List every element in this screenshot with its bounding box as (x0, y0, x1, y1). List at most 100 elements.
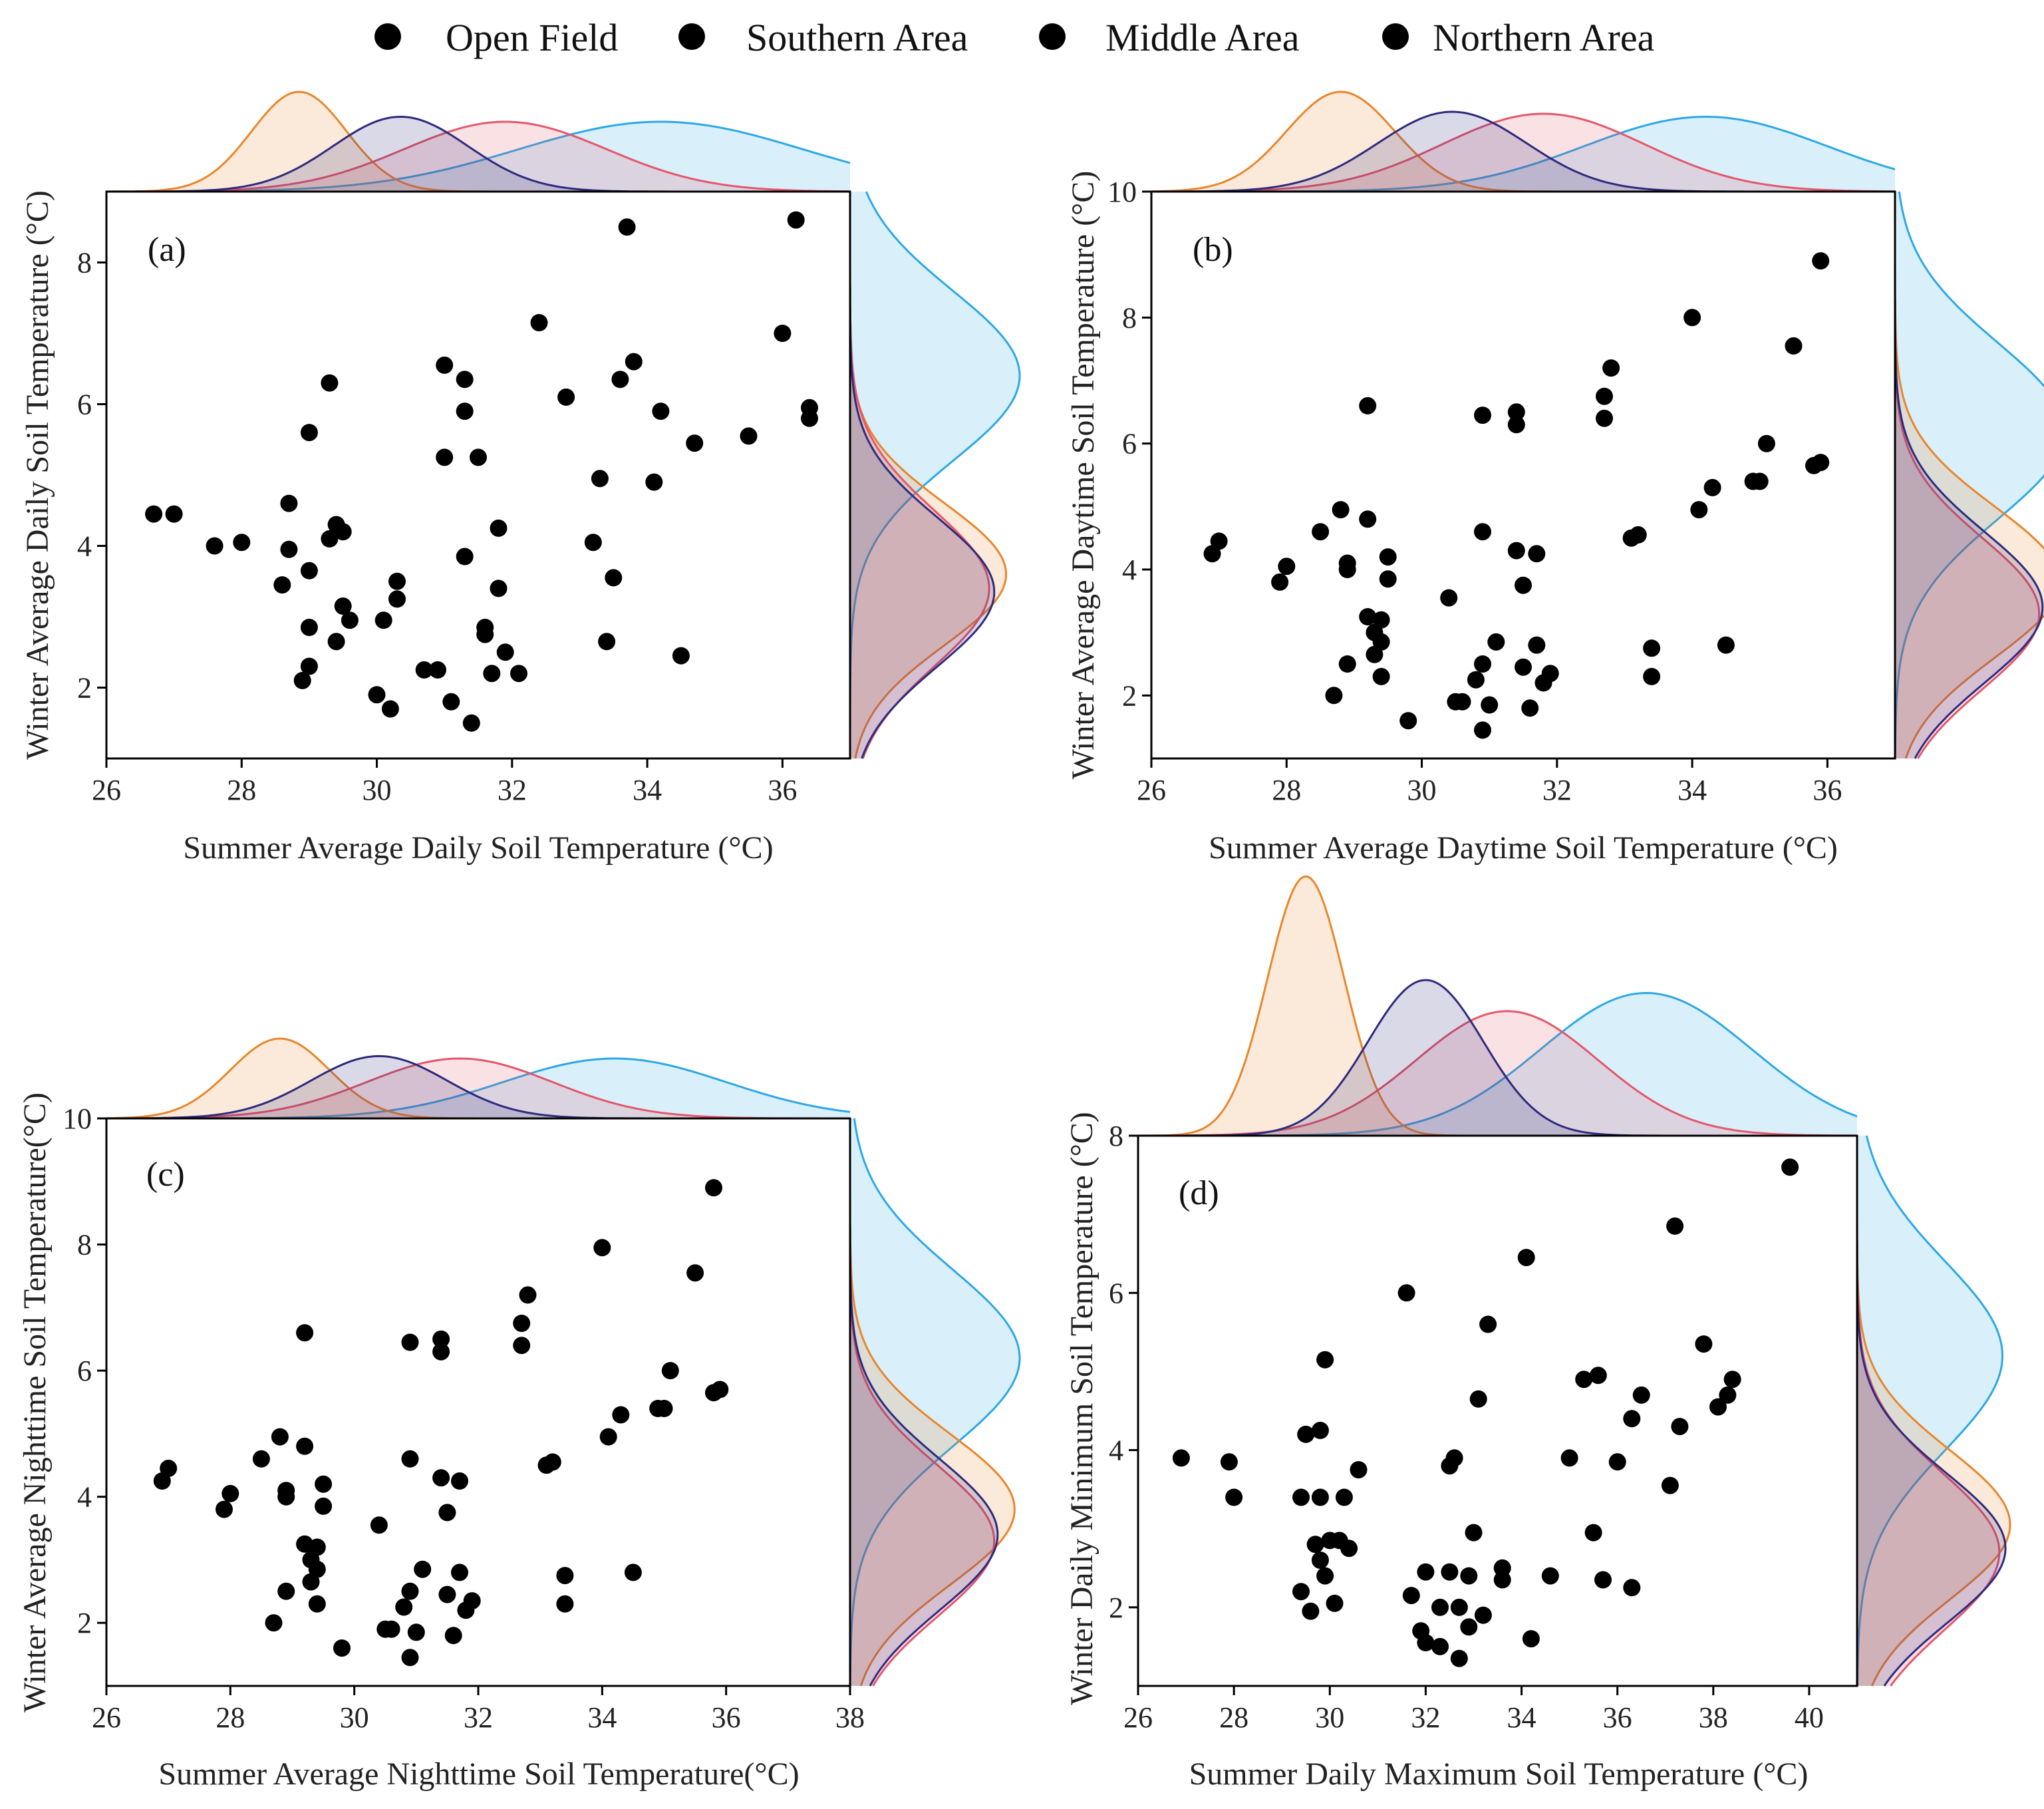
point-northern-area (438, 1585, 456, 1603)
point-southern-area (1332, 501, 1350, 519)
y-tick-label: 6 (77, 389, 92, 421)
kde-right-d (1856, 1135, 2011, 1687)
kde-right-fill-middle-area (850, 192, 990, 758)
point-northern-area (432, 1343, 450, 1361)
point-northern-area (1465, 1524, 1483, 1542)
kde-top-fill-middle-area (106, 1059, 850, 1118)
point-open-field (612, 1406, 630, 1424)
kde-right-fill-open-field (850, 1118, 1020, 1686)
kde-right-c (849, 1118, 1021, 1687)
point-southern-area (1172, 1449, 1190, 1467)
point-northern-area (456, 548, 474, 566)
point-open-field (593, 1239, 611, 1257)
legend-marker-open-field (374, 23, 401, 50)
legend-marker-northern-area (1382, 23, 1409, 50)
point-middle-area (1622, 529, 1640, 547)
point-southern-area (1220, 1453, 1238, 1471)
point-middle-area (1460, 1567, 1478, 1585)
kde-top-fill-middle-area (106, 122, 850, 192)
y-tick-label: 2 (77, 1607, 92, 1639)
point-southern-area (1326, 1594, 1344, 1612)
kde-top-fill-open-field (1151, 116, 1895, 192)
point-middle-area (1560, 1449, 1578, 1467)
point-southern-area (153, 1472, 171, 1490)
point-middle-area (401, 1649, 419, 1667)
point-middle-area (1528, 545, 1546, 563)
point-open-field (1723, 1371, 1741, 1389)
points-c (153, 1179, 729, 1667)
ticks-a: 26 28 30 32 34 36 2 4 6 8 (77, 247, 797, 807)
y-tick-label: 10 (1107, 176, 1137, 208)
legend-marker-middle-area (1039, 23, 1066, 50)
kde-top-fill-northern-area (106, 116, 850, 192)
point-open-field (1757, 434, 1775, 452)
plot-frame-b (1150, 190, 1896, 760)
legend: Open Field Southern Area Middle Area Nor… (374, 16, 1654, 59)
x-tick-label: 36 (1603, 1701, 1632, 1734)
point-open-field (1785, 337, 1803, 355)
x-tick-label: 34 (1678, 774, 1707, 806)
point-middle-area (1338, 554, 1356, 572)
point-northern-area (429, 661, 446, 679)
x-tick-label: 28 (1272, 774, 1301, 806)
ticks-b: 26 28 30 32 34 36 2 4 6 8 10 (1107, 176, 1842, 806)
legend-item-southern-area: Southern Area (678, 16, 968, 59)
y-tick-label: 2 (77, 672, 92, 705)
point-open-field (401, 1333, 419, 1351)
point-northern-area (1440, 589, 1458, 607)
point-northern-area (1350, 1461, 1368, 1479)
x-tick-label: 40 (1795, 1701, 1824, 1734)
point-open-field (1719, 1386, 1737, 1404)
point-southern-area (271, 1428, 289, 1446)
point-southern-area (308, 1595, 326, 1613)
point-northern-area (1417, 1563, 1435, 1581)
kde-right-fill-open-field (1857, 1136, 2003, 1686)
panel-label-c: (c) (146, 1156, 185, 1194)
kde-right-b (1894, 191, 2044, 759)
point-southern-area (296, 1324, 314, 1342)
point-open-field (1623, 1410, 1641, 1428)
point-open-field (705, 1179, 722, 1197)
x-tick-label: 32 (1542, 774, 1572, 806)
panel-label-b: (b) (1193, 231, 1233, 269)
kde-right-line-open-field (1894, 191, 2044, 758)
point-northern-area (206, 537, 223, 555)
x-tick-label: 30 (340, 1701, 369, 1734)
point-northern-area (315, 1475, 333, 1493)
point-northern-area (1278, 558, 1296, 576)
point-southern-area (1311, 1422, 1329, 1439)
point-northern-area (451, 1563, 468, 1581)
point-middle-area (624, 1563, 642, 1581)
y-tick-label: 6 (1109, 1277, 1123, 1309)
x-tick-label: 32 (464, 1701, 493, 1734)
kde-top-c (106, 1037, 851, 1120)
x-tick-label: 26 (92, 1701, 121, 1734)
point-southern-area (1297, 1425, 1315, 1443)
point-northern-area (456, 403, 474, 420)
legend-label-open-field: Open Field (446, 16, 618, 59)
point-northern-area (374, 611, 392, 629)
point-middle-area (407, 1623, 425, 1641)
legend-label-northern-area: Northern Area (1433, 16, 1654, 59)
point-middle-area (1335, 1488, 1353, 1506)
point-open-field (661, 1362, 679, 1380)
point-middle-area (557, 388, 575, 406)
panel-c: 26 28 30 32 34 36 38 2 4 6 8 10 (c) Summer Average … (17, 1037, 1021, 1792)
point-southern-area (300, 657, 318, 675)
point-open-field (1812, 252, 1830, 270)
x-axis-title-c: Summer Average Nighttime Soil Temperatur… (158, 1756, 799, 1792)
legend-item-open-field: Open Field (374, 16, 618, 59)
point-middle-area (1474, 1606, 1492, 1624)
point-middle-area (438, 1504, 456, 1522)
panel-d: 26 28 30 32 34 36 38 40 2 4 6 8 (d) Summer Daily Ma… (1064, 875, 2011, 1792)
legend-item-middle-area: Middle Area (1039, 16, 1300, 59)
y-tick-label: 10 (63, 1102, 92, 1135)
panel-a: 26 28 30 32 34 36 2 4 6 8 (a) Summer Average Dail… (20, 90, 1021, 866)
point-open-field (1589, 1367, 1607, 1385)
point-open-field (611, 371, 629, 389)
y-axis-title-d: Winter Daily Minimum Soil Temperature (°… (1064, 1112, 1099, 1705)
x-tick-label: 32 (1411, 1701, 1440, 1734)
x-tick-label: 34 (1507, 1701, 1536, 1734)
point-open-field (1632, 1386, 1650, 1404)
